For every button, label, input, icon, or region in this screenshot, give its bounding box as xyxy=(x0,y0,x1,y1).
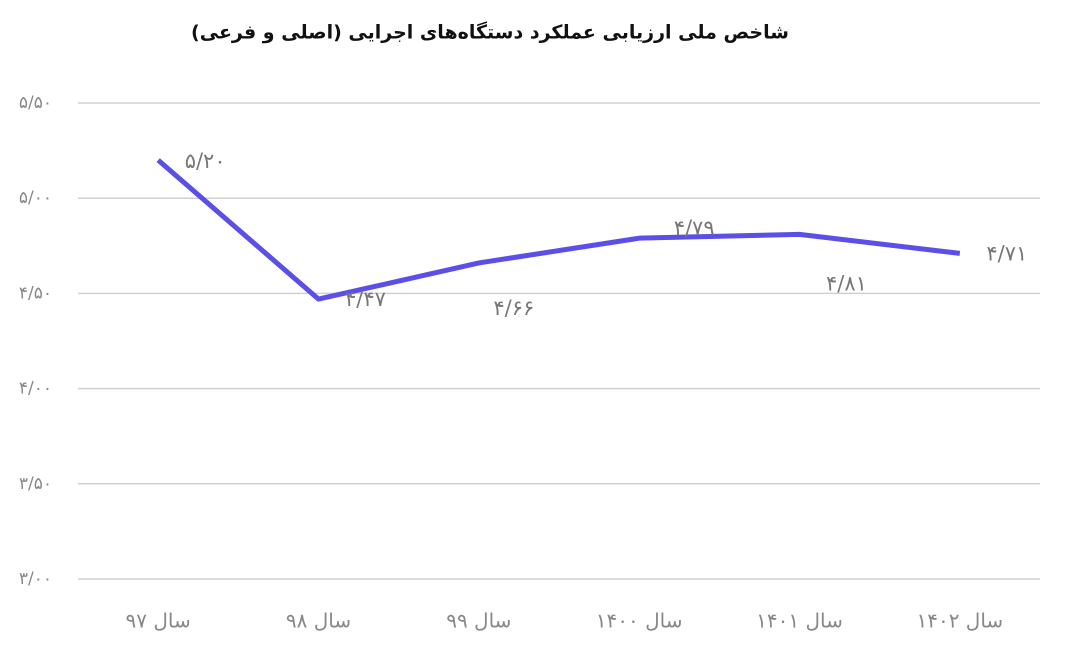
data-label: ۴/۶۶ xyxy=(493,296,534,320)
data-label: ۴/۸۱ xyxy=(826,271,867,295)
y-tick-label: ۴/۰۰ xyxy=(19,379,52,399)
x-tick-label: سال ۱۴۰۱ xyxy=(756,609,843,633)
line xyxy=(156,158,961,302)
data-label: ۴/۷۱ xyxy=(986,241,1027,265)
x-tick-label: سال ۹۹ xyxy=(446,609,511,633)
x-tick-label: سال ۹۷ xyxy=(126,609,191,633)
data-label: ۴/۴۷ xyxy=(345,287,386,311)
chart-title: شاخص ملی ارزیابی عملکرد دستگاه‌های اجرای… xyxy=(191,21,789,44)
x-tick-label: سال ۱۴۰۲ xyxy=(916,609,1003,633)
data-label: ۴/۷۹ xyxy=(674,216,715,240)
y-tick-label: ۴/۵۰ xyxy=(19,283,52,303)
y-tick-label: ۳/۰۰ xyxy=(19,569,52,589)
data-label: ۵/۲۰ xyxy=(185,149,226,173)
y-tick-label: ۵/۰۰ xyxy=(19,188,52,208)
x-tick-label: سال ۱۴۰۰ xyxy=(596,609,683,633)
y-tick-label: ۵/۵۰ xyxy=(19,93,52,113)
y-tick-label: ۳/۵۰ xyxy=(19,474,52,494)
x-tick-label: سال ۹۸ xyxy=(286,609,351,633)
